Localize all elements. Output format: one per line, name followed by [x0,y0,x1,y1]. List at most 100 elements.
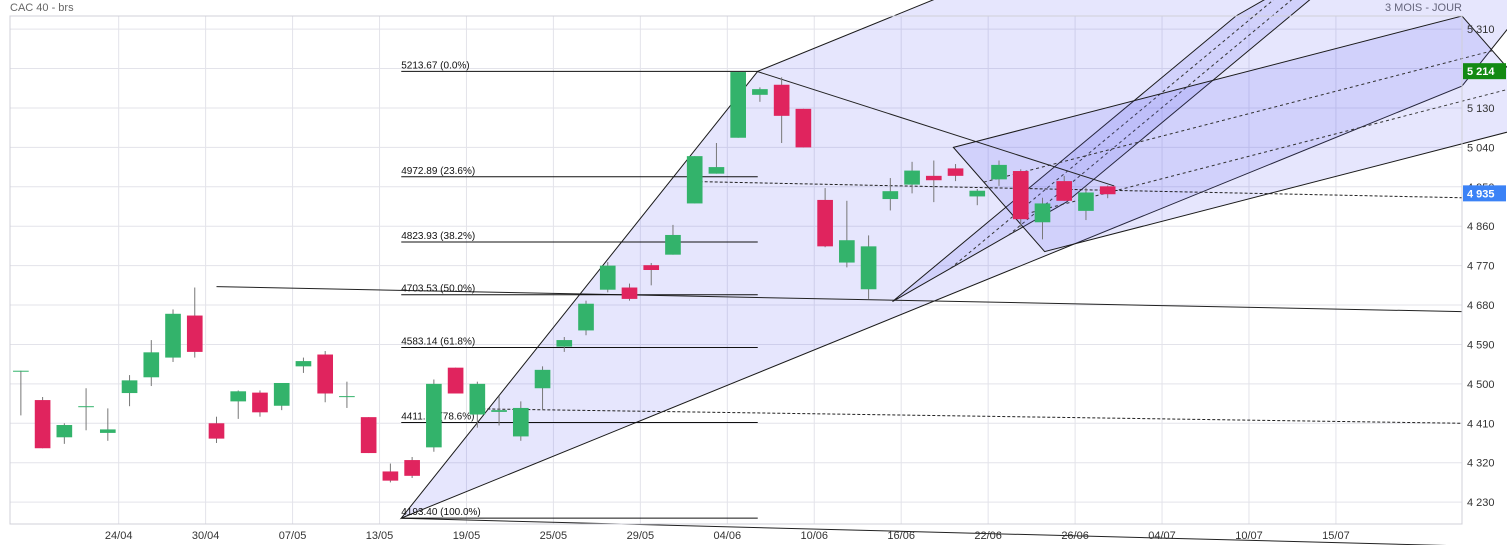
candle-body-up [78,406,94,408]
candle-body-up [273,382,290,406]
candle-body-up [1078,192,1094,211]
last-price-tag [1463,185,1506,202]
channel-1 [399,0,1507,520]
x-tick-label: 04/07 [1148,530,1176,542]
y-tick-label: 4 770 [1467,261,1495,273]
x-tick-label: 15/07 [1322,530,1350,542]
candle-body-down [186,315,203,352]
candle-body-up [469,383,486,415]
candle-body-up [969,190,986,197]
fib-level-label: 5213.67 (0.0%) [401,60,469,71]
candle-body-up [99,429,116,433]
x-tick-label: 13/05 [366,530,394,542]
trend-line [401,517,1447,545]
candle-body-up [230,391,247,402]
dashed-trend-line [477,408,1463,424]
x-tick-label: 30/04 [192,530,220,542]
x-tick-label: 29/05 [627,530,655,542]
x-tick-label: 07/05 [279,530,307,542]
candle-body-up [491,410,507,412]
instrument-label: CAC 40 - brs [10,2,74,14]
x-tick-label: 25/05 [540,530,568,542]
y-tick-label: 5 310 [1467,24,1495,36]
y-tick-label: 4 590 [1467,339,1495,351]
candle-body-down [447,367,464,394]
candle-body-up [56,425,73,438]
candle-body-up [1034,203,1051,223]
candle-body-up [991,164,1007,180]
candle-body-down [621,287,638,299]
candle-body-down [360,417,377,454]
dashed-trend-line [694,181,1463,199]
candle-body-up [599,265,616,290]
y-tick-label: 4 320 [1467,458,1495,470]
candle-body-up [882,191,899,200]
candle-body-down [1099,186,1116,195]
candle-body-down [773,84,790,116]
fib-level-label: 4583.14 (61.8%) [401,336,475,347]
candle-body-down [34,400,51,449]
high-price-tag-label: 5 214 [1467,66,1495,78]
x-tick-label: 16/06 [887,530,915,542]
candles [13,72,1116,483]
candle-body-up [708,167,725,174]
fib-level-label: 4193.40 (100.0%) [401,507,481,518]
x-tick-label: 26/06 [1061,530,1089,542]
x-tick-label: 10/06 [800,530,828,542]
plot-frame [9,15,1463,525]
candle-body-up [13,370,29,372]
candle-body-down [317,354,334,394]
channel-fills [399,0,1507,520]
trend-line [757,71,1115,187]
candle-body-up [860,246,877,290]
y-tick-label: 4 410 [1467,418,1495,430]
price-tags: 5 214 4 935 [1463,63,1506,202]
candle-body-up [686,156,703,204]
candle-body-up [143,352,160,378]
candle-body-down [404,460,420,476]
candle-body-down [1012,171,1029,220]
candle-body-up [556,340,573,347]
candle-body-up [512,407,529,437]
candle-body-up [904,170,920,185]
x-tick-label: 24/04 [105,530,133,542]
axes: 4 230 4 320 4 410 4 500 4 590 4 680 4 770 4 860… [9,15,1495,542]
x-tick-label: 22/06 [974,530,1002,542]
y-tick-label: 4 680 [1467,300,1495,312]
candle-body-up [295,361,312,367]
candle-body-down [925,175,942,181]
candle-body-up [665,234,681,255]
candle-body-up [165,313,181,358]
x-tick-label: 19/05 [453,530,481,542]
candle-body-up [339,396,355,398]
y-tick-label: 4 860 [1467,221,1495,233]
candle-body-down [208,423,225,439]
trend-line [216,286,1463,313]
candle-body-down [795,108,812,148]
y-tick-label: 5 040 [1467,142,1495,154]
fib-level-label: 4972.89 (23.6%) [401,166,475,177]
trend-lines [216,71,1463,545]
candle-body-up [426,383,442,448]
candle-body-up [730,72,746,138]
x-tick-label: 04/06 [714,530,742,542]
fibonacci-retracement: 5213.67 (0.0%) 4972.89 (23.6%) 4823.93 (38… [401,60,758,519]
high-price-tag [1463,63,1506,80]
candle-body-down [252,392,268,413]
candle-body-up [121,380,138,394]
channel-median-line [950,0,1275,269]
candle-body-up [752,89,768,95]
candle-body-down [947,168,964,176]
fib-level-label: 4703.53 (50.0%) [401,284,475,295]
candle-body-down [817,199,833,247]
x-tick-label: 10/07 [1235,530,1263,542]
candle-body-down [1056,181,1073,201]
y-tick-label: 4 230 [1467,497,1495,509]
y-tick-label: 4 500 [1467,379,1495,391]
last-price-tag-label: 4 935 [1467,188,1495,200]
candle-body-down [643,265,660,270]
candle-body-up [578,303,594,331]
period-label[interactable]: 3 MOIS - JOUR [1385,2,1462,14]
candle-body-up [534,369,551,389]
